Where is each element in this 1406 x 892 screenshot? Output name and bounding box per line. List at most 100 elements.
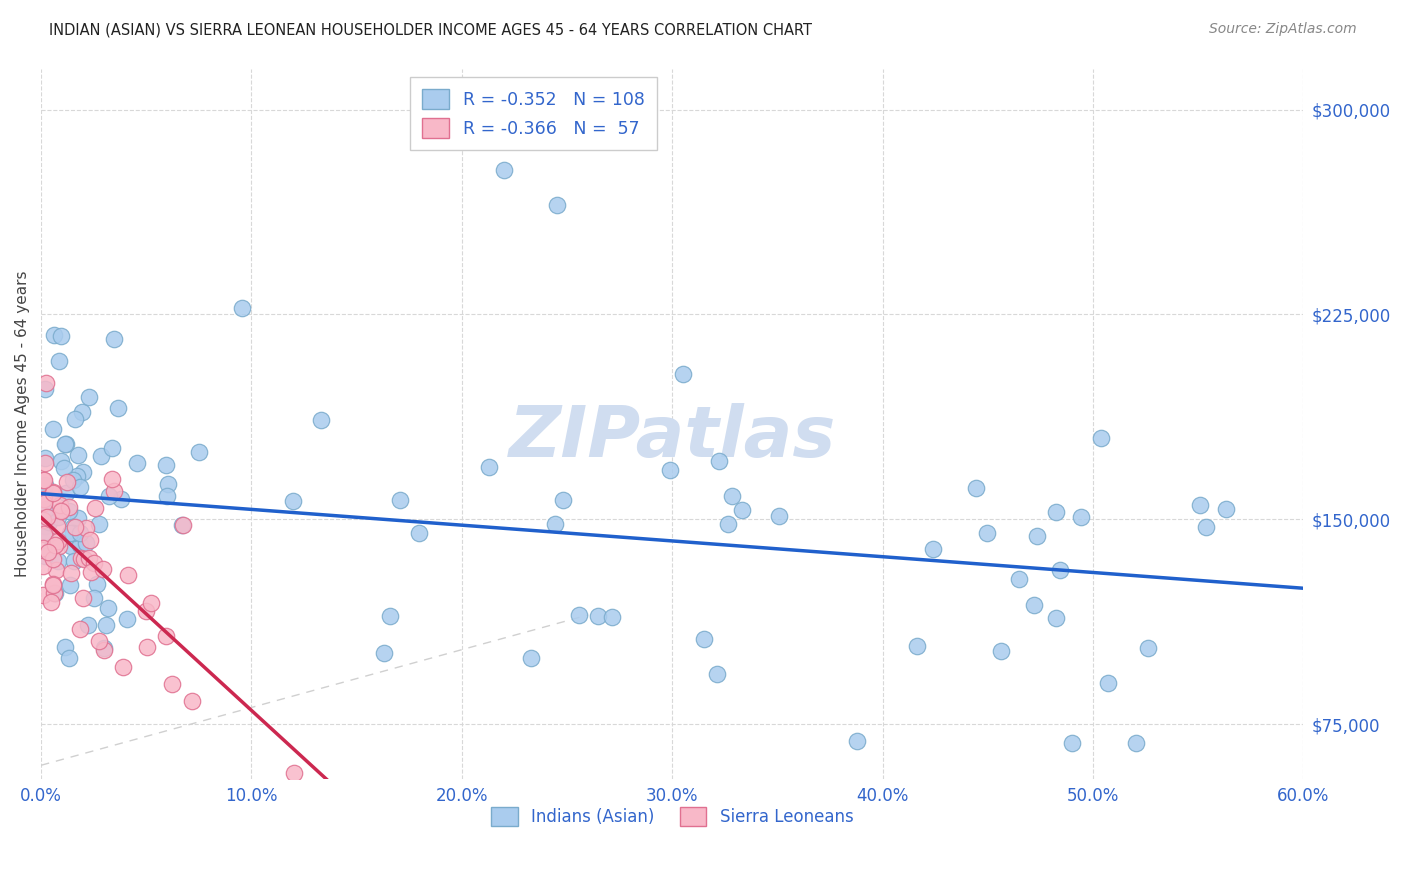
Point bbox=[731, 503, 754, 517]
Point bbox=[94, 618, 117, 632]
Point bbox=[42, 586, 65, 600]
Point bbox=[59, 578, 82, 592]
Point bbox=[160, 677, 183, 691]
Point bbox=[115, 612, 138, 626]
Point bbox=[35, 502, 58, 516]
Point bbox=[101, 442, 124, 456]
Point bbox=[659, 463, 682, 477]
Text: Source: ZipAtlas.com: Source: ZipAtlas.com bbox=[1209, 22, 1357, 37]
Point bbox=[156, 489, 179, 503]
Point bbox=[37, 510, 59, 524]
Point bbox=[693, 632, 716, 647]
Point bbox=[155, 629, 177, 643]
Point bbox=[155, 458, 177, 472]
Point bbox=[553, 492, 575, 507]
Point bbox=[281, 494, 304, 508]
Point bbox=[42, 486, 65, 500]
Point bbox=[87, 633, 110, 648]
Point bbox=[1090, 431, 1112, 445]
Point bbox=[80, 565, 103, 579]
Point bbox=[72, 591, 94, 605]
Point bbox=[1008, 572, 1031, 586]
Point bbox=[46, 519, 69, 533]
Point bbox=[49, 503, 72, 517]
Point bbox=[56, 475, 79, 489]
Point bbox=[44, 586, 66, 600]
Point bbox=[53, 436, 76, 450]
Point bbox=[45, 564, 67, 578]
Point bbox=[125, 456, 148, 470]
Point bbox=[717, 516, 740, 531]
Point bbox=[46, 510, 69, 524]
Point bbox=[69, 622, 91, 636]
Point bbox=[42, 328, 65, 343]
Point bbox=[181, 694, 204, 708]
Point bbox=[378, 609, 401, 624]
Point bbox=[34, 478, 56, 492]
Point bbox=[86, 577, 108, 591]
Point bbox=[44, 538, 66, 552]
Point bbox=[49, 454, 72, 468]
Point bbox=[65, 469, 87, 483]
Point bbox=[706, 667, 728, 681]
Point bbox=[231, 301, 253, 316]
Point bbox=[1022, 598, 1045, 612]
Point bbox=[1215, 502, 1237, 516]
Point bbox=[544, 516, 567, 531]
Point bbox=[172, 517, 194, 532]
Point bbox=[60, 566, 83, 580]
Point bbox=[520, 650, 543, 665]
Point bbox=[34, 527, 56, 541]
Point bbox=[62, 525, 84, 540]
Point bbox=[283, 766, 305, 780]
Point bbox=[58, 650, 80, 665]
Point bbox=[51, 503, 73, 517]
Point bbox=[111, 659, 134, 673]
Point bbox=[42, 552, 65, 566]
Point bbox=[990, 643, 1012, 657]
Point bbox=[568, 607, 591, 622]
Point bbox=[187, 444, 209, 458]
Point bbox=[373, 646, 395, 660]
Point bbox=[63, 520, 86, 534]
Point bbox=[976, 525, 998, 540]
Point bbox=[69, 480, 91, 494]
Point bbox=[905, 639, 928, 653]
Point bbox=[1188, 498, 1211, 512]
Point bbox=[53, 461, 76, 475]
Point bbox=[93, 561, 115, 575]
Point bbox=[63, 554, 86, 568]
Point bbox=[1097, 676, 1119, 690]
Point bbox=[49, 498, 72, 512]
Point bbox=[73, 551, 96, 566]
Point bbox=[110, 492, 132, 507]
Point bbox=[846, 734, 869, 748]
Point bbox=[1125, 736, 1147, 750]
Point bbox=[34, 451, 56, 466]
Point bbox=[66, 510, 89, 524]
Point bbox=[58, 504, 80, 518]
Point bbox=[32, 527, 55, 541]
Point bbox=[75, 535, 97, 549]
Legend: Indians (Asian), Sierra Leoneans: Indians (Asian), Sierra Leoneans bbox=[482, 798, 862, 835]
Point bbox=[79, 533, 101, 547]
Point bbox=[37, 545, 59, 559]
Point bbox=[34, 549, 56, 564]
Point bbox=[1062, 736, 1084, 750]
Point bbox=[35, 376, 58, 390]
Point bbox=[32, 541, 55, 555]
Point bbox=[97, 601, 120, 615]
Point bbox=[62, 473, 84, 487]
Point bbox=[1070, 509, 1092, 524]
Point bbox=[34, 518, 56, 533]
Point bbox=[156, 477, 179, 491]
Point bbox=[311, 413, 333, 427]
Point bbox=[48, 354, 70, 368]
Point bbox=[79, 390, 101, 404]
Point bbox=[62, 520, 84, 534]
Point bbox=[38, 515, 60, 529]
Point bbox=[32, 491, 55, 506]
Point bbox=[1045, 505, 1067, 519]
Point bbox=[69, 538, 91, 552]
Point bbox=[69, 550, 91, 565]
